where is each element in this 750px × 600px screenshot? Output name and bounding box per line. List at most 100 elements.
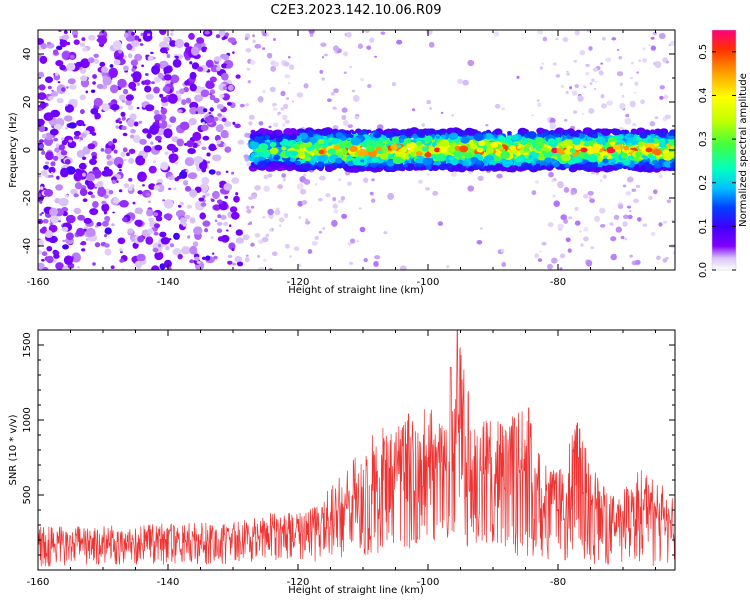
spectrogram-cell: [111, 223, 115, 227]
spectrogram-cell: [97, 180, 104, 188]
spectrogram-cell: [588, 142, 593, 146]
spectrogram-cell: [128, 81, 137, 90]
spectrogram-cell: [133, 35, 140, 40]
spectrogram-cell: [205, 59, 214, 68]
spectrogram-cell: [466, 128, 477, 136]
spectrogram-cell: [38, 38, 44, 45]
spectrogram-cell: [635, 184, 641, 188]
spectrogram-cell: [71, 252, 81, 263]
spectrogram-cell: [81, 248, 86, 252]
spectrogram-cell: [428, 41, 435, 48]
spectrogram-cell: [583, 156, 589, 160]
spectrogram-cell: [231, 211, 240, 220]
spectrogram-cell: [91, 132, 97, 136]
spectrogram-cell: [120, 111, 126, 117]
spectrogram-cell: [202, 195, 206, 199]
spectrogram-cell: [71, 30, 79, 37]
spectrogram-cell: [625, 113, 630, 118]
spectrogram-cell: [62, 239, 66, 243]
spectrogram-cell: [367, 84, 372, 88]
spectrogram-cell: [109, 64, 114, 68]
spectrogram-cell: [210, 236, 214, 239]
spectrogram-cell: [327, 148, 336, 155]
spectrogram-cell: [179, 201, 184, 206]
spectrogram-cell: [589, 198, 595, 203]
spectrogram-xlabel: Height of straight line (km): [288, 285, 424, 296]
spectrogram-cell: [288, 55, 291, 59]
spectrogram-cell: [352, 94, 360, 103]
spectrogram-cell: [484, 133, 493, 140]
spectrogram-cell: [609, 141, 616, 146]
spectrogram-cell: [346, 31, 352, 38]
spectrogram-cell: [357, 166, 362, 170]
spectrogram-cell: [160, 161, 169, 171]
spectrogram-cell: [560, 84, 565, 88]
spectrogram-cell: [168, 93, 178, 104]
spectrogram-cell: [299, 132, 309, 140]
spectrogram-cell: [63, 30, 68, 34]
spectrogram-cell: [127, 228, 134, 234]
spectrogram-cell: [501, 262, 507, 267]
spectrogram-cell: [658, 131, 667, 138]
spectrogram-cell: [263, 258, 267, 262]
spectrogram-cell: [50, 109, 61, 118]
spectrogram-cell: [59, 36, 63, 40]
spectrogram-cell: [134, 207, 143, 214]
spectrogram-cell: [177, 109, 183, 113]
spectrogram-cell: [58, 144, 65, 151]
spectrogram-cell: [39, 213, 43, 216]
spectrogram-cell: [616, 135, 624, 141]
spectrogram-cell: [153, 86, 160, 94]
spectrogram-cell: [70, 188, 78, 195]
spectrogram-cell: [79, 188, 88, 196]
spectrogram-cell: [344, 140, 352, 147]
spectrogram-cell: [371, 156, 379, 163]
spectrogram-cell: [648, 44, 651, 47]
spectrogram-cell: [453, 150, 463, 157]
spectrogram-cell: [522, 128, 529, 135]
spectrogram-cell: [40, 170, 48, 176]
spectrogram-cell: [586, 30, 591, 33]
spectrogram-cell: [199, 161, 208, 171]
spectrogram-cell: [184, 42, 190, 48]
spectrogram-cell: [385, 132, 393, 139]
spectrogram-cell: [634, 81, 639, 86]
spectrogram-cell: [55, 184, 64, 191]
spectrogram-cell: [228, 84, 234, 91]
spectrogram-cell: [542, 36, 548, 42]
spectrogram-cell: [92, 211, 97, 215]
spectrogram-cell: [528, 155, 533, 159]
spectrogram-cell: [335, 132, 344, 139]
spectrogram-cell: [309, 137, 318, 144]
spectrogram-cell: [629, 100, 636, 108]
spectrogram-cell: [654, 162, 661, 168]
spectrogram-cell: [601, 150, 606, 154]
spectrogram-cell: [650, 231, 656, 237]
spectrogram-cell: [56, 45, 63, 51]
spectrogram-cell: [80, 242, 83, 245]
spectrogram-cell: [53, 123, 63, 130]
spectrogram-cell: [163, 199, 174, 209]
spectrogram-cell: [347, 181, 352, 186]
spectrogram-cell: [283, 61, 290, 67]
spectrogram-cell: [122, 132, 128, 137]
spectrogram-cell: [421, 146, 429, 152]
spectrogram-cell: [177, 204, 182, 208]
spectrogram-cell: [385, 128, 392, 133]
spectrogram-cell: [284, 150, 293, 157]
spectrogram-cell: [461, 160, 470, 167]
spectrogram-cell: [130, 59, 139, 67]
spectrogram-cell: [600, 224, 606, 228]
spectrogram-cell: [190, 46, 200, 56]
spectrogram-cell: [199, 183, 209, 193]
spectrogram-cell: [541, 62, 545, 65]
spectrogram-cell: [566, 139, 573, 145]
spectrogram-cell: [188, 32, 195, 40]
spectrogram-cell: [659, 85, 665, 90]
spectrogram-cell: [284, 243, 290, 249]
spectrogram-cell: [41, 258, 45, 262]
spectrogram-cell: [175, 209, 186, 218]
spectrogram-cell: [387, 161, 395, 167]
spectrogram-cell: [258, 143, 269, 152]
spectrogram-cell: [59, 64, 66, 71]
